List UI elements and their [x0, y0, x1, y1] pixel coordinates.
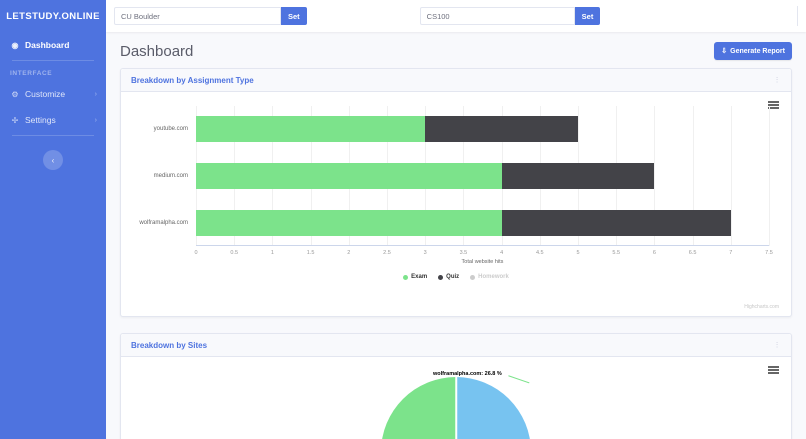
sidebar-collapse-wrap: ‹ [0, 136, 106, 170]
course-set-button[interactable]: Set [574, 7, 601, 25]
legend-label: Exam [411, 274, 428, 280]
sidebar-collapse-button[interactable]: ‹ [43, 150, 63, 170]
y-axis-category-label: wolframalpha.com [139, 219, 188, 226]
x-axis-tick-label: 0.5 [230, 250, 239, 256]
legend-item-quiz[interactable]: Quiz [438, 274, 459, 280]
topbar-divider [797, 6, 798, 26]
bar-group: wolframalpha.com [139, 209, 769, 236]
bar-segment-exam[interactable] [196, 116, 426, 143]
sidebar-divider [12, 135, 94, 136]
bar-segment-exam[interactable] [196, 162, 502, 190]
sidebar-item-dashboard[interactable]: ◉ Dashboard [0, 32, 106, 58]
kebab-icon[interactable]: ⋮ [773, 341, 781, 349]
sidebar-item-label: Customize [25, 89, 66, 99]
bar-segment-quiz[interactable] [501, 209, 731, 236]
x-axis-tick-label: 5 [576, 250, 580, 256]
university-set-button[interactable]: Set [281, 7, 307, 25]
x-axis-tick-label: 1 [270, 250, 274, 256]
x-axis-tick-label: 0 [194, 250, 198, 256]
card-breakdown-by-sites: Breakdown by Sites ⋮ wolframalpha.com: 2… [120, 333, 792, 439]
bar-segment-exam[interactable] [196, 209, 502, 236]
bar-chart-plot-area: youtube.com medium.com wolframalpha.com [139, 106, 770, 246]
bar-segment-quiz[interactable] [501, 162, 655, 190]
generate-report-label: Generate Report [730, 47, 785, 55]
sidebar-item-label: Dashboard [25, 40, 70, 50]
pie-slice-divider [455, 377, 457, 439]
gear-icon: ⚙ [11, 89, 19, 99]
main-content: Set Set Dashboard ⇩ Generate Report Brea… [106, 0, 806, 439]
x-axis-tick-label: 2 [347, 250, 351, 256]
pie-chart: wolframalpha.com: 26.8 % [131, 363, 781, 439]
x-axis-ticks: 0 0.5 1 1.5 2 2.5 3 3.5 4 4.5 5 5.5 6 6.5 7 7.5 [194, 250, 772, 262]
sidebar-item-label: Settings [25, 115, 56, 125]
topbar: Set Set [106, 0, 806, 32]
legend-swatch [403, 274, 409, 280]
brand-logo[interactable]: LETSTUDY.ONLINE [6, 10, 100, 22]
course-input[interactable] [419, 7, 575, 25]
x-axis-tick-label: 6.5 [688, 250, 697, 256]
sidebar-section-heading: INTERFACE [10, 70, 53, 77]
card-title: Breakdown by Sites [131, 340, 208, 350]
wrench-icon: ✢ [11, 115, 19, 125]
x-axis-tick-label: 4 [500, 250, 504, 256]
y-axis-category-label: youtube.com [153, 126, 188, 133]
sidebar-item-customize[interactable]: ⚙ Customize › [0, 81, 106, 107]
x-axis-tick-label: 3 [423, 250, 427, 256]
x-axis-line [196, 245, 769, 246]
x-axis-tick-label: 4.5 [535, 250, 544, 256]
bar-group: youtube.com [154, 116, 769, 143]
page-title: Dashboard [120, 42, 194, 60]
x-axis-tick-label: 2.5 [383, 250, 391, 256]
highcharts-credit[interactable]: Highcharts.com [744, 304, 779, 310]
x-axis-title: Total website hits [461, 259, 504, 265]
chevron-right-icon: › [94, 116, 97, 124]
legend-item-homework[interactable]: Homework [470, 274, 509, 280]
sidebar: LETSTUDY.ONLINE ◉ Dashboard INTERFACE ⚙ … [0, 0, 106, 439]
bar-segment-quiz[interactable] [425, 116, 578, 143]
card-title: Breakdown by Assignment Type [131, 75, 254, 85]
page-header: Dashboard ⇩ Generate Report [106, 32, 806, 68]
x-axis-tick-label: 1.5 [306, 250, 315, 256]
university-input[interactable] [114, 7, 281, 25]
sidebar-item-settings[interactable]: ✢ Settings › [0, 107, 106, 133]
chevron-right-icon: › [94, 90, 97, 98]
x-axis-tick-label: 6 [652, 250, 656, 256]
x-axis-tick-label: 3.5 [459, 250, 468, 256]
sidebar-divider [12, 60, 94, 61]
legend-swatch [470, 274, 476, 280]
course-field-group: Set [419, 7, 601, 25]
pie-label-connector [505, 375, 530, 392]
hamburger-icon[interactable] [768, 366, 779, 374]
legend-label: Homework [478, 274, 509, 280]
bar-group: medium.com [154, 162, 769, 190]
download-icon: ⇩ [721, 48, 728, 55]
kebab-icon[interactable]: ⋮ [773, 76, 781, 84]
card-body: wolframalpha.com: 26.8 % [121, 357, 791, 439]
university-field-group: Set [114, 7, 307, 25]
card-breakdown-by-assignment-type: Breakdown by Assignment Type ⋮ youtube.c… [120, 68, 792, 317]
speedometer-icon: ◉ [11, 40, 19, 50]
card-header: Breakdown by Sites ⋮ [121, 334, 791, 357]
card-header: Breakdown by Assignment Type ⋮ [121, 69, 791, 92]
pie-data-label: wolframalpha.com: 26.8 % [433, 371, 502, 377]
chart-legend: Exam Quiz Homework [131, 274, 781, 280]
x-axis-tick-label: 7 [729, 250, 733, 256]
x-axis-tick-label: 5.5 [612, 250, 621, 256]
legend-label: Quiz [446, 274, 460, 280]
legend-item-exam[interactable]: Exam [403, 274, 427, 280]
hamburger-icon[interactable] [768, 101, 779, 109]
generate-report-button[interactable]: ⇩ Generate Report [714, 42, 792, 60]
x-axis-tick-label: 7.5 [765, 250, 773, 256]
y-axis-category-label: medium.com [153, 172, 188, 179]
legend-swatch [438, 274, 444, 280]
